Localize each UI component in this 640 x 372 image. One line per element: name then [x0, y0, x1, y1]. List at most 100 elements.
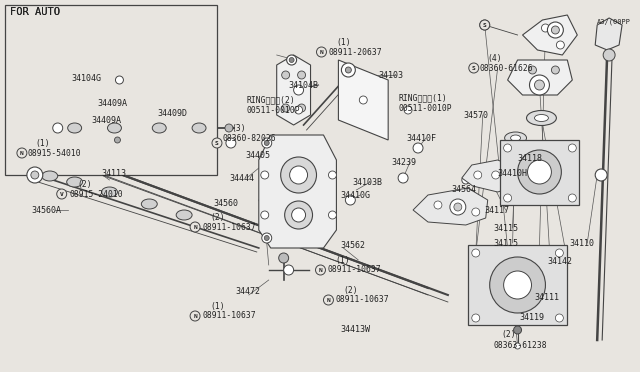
Text: 08911-10637: 08911-10637 — [202, 311, 255, 321]
Circle shape — [346, 195, 355, 205]
Circle shape — [328, 211, 337, 219]
Circle shape — [17, 148, 27, 158]
Circle shape — [278, 253, 289, 263]
Circle shape — [454, 203, 462, 211]
Circle shape — [282, 71, 290, 79]
Ellipse shape — [102, 187, 118, 197]
Text: 08915-54010: 08915-54010 — [28, 148, 81, 157]
Ellipse shape — [192, 123, 206, 133]
Bar — [5, 5, 217, 175]
Polygon shape — [259, 135, 337, 248]
Text: 34118: 34118 — [518, 154, 543, 163]
Ellipse shape — [504, 132, 527, 144]
Ellipse shape — [141, 199, 157, 209]
Text: RINGリング(1): RINGリング(1) — [398, 93, 447, 103]
Polygon shape — [508, 60, 572, 95]
Text: 34115: 34115 — [493, 224, 518, 232]
Circle shape — [515, 343, 520, 349]
Circle shape — [552, 26, 559, 34]
Text: 00511-0010P: 00511-0010P — [398, 103, 452, 112]
Text: (2): (2) — [210, 212, 225, 221]
Polygon shape — [276, 55, 310, 125]
Ellipse shape — [67, 177, 83, 187]
Circle shape — [504, 144, 511, 152]
Circle shape — [552, 66, 559, 74]
Polygon shape — [522, 15, 577, 55]
Circle shape — [527, 160, 552, 184]
Circle shape — [556, 41, 564, 49]
Circle shape — [547, 22, 563, 38]
Text: 34117: 34117 — [484, 205, 509, 215]
Text: 34409A: 34409A — [92, 115, 122, 125]
Circle shape — [346, 67, 351, 73]
Text: 34413W: 34413W — [340, 326, 371, 334]
Circle shape — [281, 157, 317, 193]
Circle shape — [490, 257, 545, 313]
Text: 34410F: 34410F — [406, 134, 436, 142]
Text: (1): (1) — [36, 138, 51, 148]
Text: 08915-24010: 08915-24010 — [70, 189, 124, 199]
Circle shape — [31, 171, 39, 179]
Circle shape — [413, 143, 423, 153]
Text: 08360-61626: 08360-61626 — [480, 64, 533, 73]
Text: 08911-10637: 08911-10637 — [335, 295, 389, 305]
Ellipse shape — [42, 171, 58, 181]
Ellipse shape — [511, 135, 520, 141]
Circle shape — [480, 20, 490, 30]
Text: (2): (2) — [344, 285, 358, 295]
Text: S: S — [472, 65, 476, 71]
Polygon shape — [462, 160, 520, 192]
Ellipse shape — [534, 115, 548, 122]
Ellipse shape — [152, 123, 166, 133]
Circle shape — [328, 171, 337, 179]
Circle shape — [541, 24, 549, 32]
Ellipse shape — [68, 123, 82, 133]
Ellipse shape — [527, 110, 556, 125]
Text: 34410G: 34410G — [340, 190, 371, 199]
Circle shape — [480, 20, 490, 30]
Circle shape — [434, 201, 442, 209]
Circle shape — [529, 66, 536, 74]
Text: N: N — [193, 314, 197, 318]
Text: (3): (3) — [231, 124, 246, 132]
Circle shape — [603, 49, 615, 61]
Circle shape — [260, 171, 269, 179]
Text: 08911-10637: 08911-10637 — [328, 266, 381, 275]
Text: 34562: 34562 — [340, 241, 365, 250]
Bar — [468, 245, 567, 325]
Text: V: V — [60, 192, 63, 196]
Circle shape — [190, 222, 200, 232]
Circle shape — [472, 314, 480, 322]
Text: 00511-0010P: 00511-0010P — [247, 106, 300, 115]
Circle shape — [462, 176, 470, 184]
Circle shape — [290, 166, 308, 184]
Circle shape — [260, 211, 269, 219]
Circle shape — [264, 141, 269, 145]
Circle shape — [292, 208, 305, 222]
Text: (2): (2) — [77, 180, 92, 189]
Circle shape — [468, 63, 479, 73]
Circle shape — [264, 235, 269, 241]
Text: N: N — [20, 151, 24, 155]
Circle shape — [341, 63, 355, 77]
Text: 34570: 34570 — [464, 110, 489, 119]
Circle shape — [568, 194, 576, 202]
Circle shape — [568, 144, 576, 152]
Text: 34104B: 34104B — [289, 80, 319, 90]
Circle shape — [225, 124, 233, 132]
Circle shape — [284, 265, 294, 275]
Circle shape — [115, 76, 124, 84]
Text: 34104G: 34104G — [72, 74, 102, 83]
Circle shape — [534, 80, 545, 90]
Text: A3/(00PP: A3/(00PP — [597, 19, 631, 25]
Circle shape — [262, 233, 272, 243]
Text: 34142: 34142 — [547, 257, 572, 266]
Circle shape — [294, 106, 303, 114]
Bar — [500, 140, 579, 205]
Circle shape — [323, 295, 333, 305]
Circle shape — [472, 208, 480, 216]
Text: 34472: 34472 — [236, 288, 261, 296]
Circle shape — [472, 249, 480, 257]
Ellipse shape — [504, 146, 527, 158]
Circle shape — [289, 58, 294, 62]
